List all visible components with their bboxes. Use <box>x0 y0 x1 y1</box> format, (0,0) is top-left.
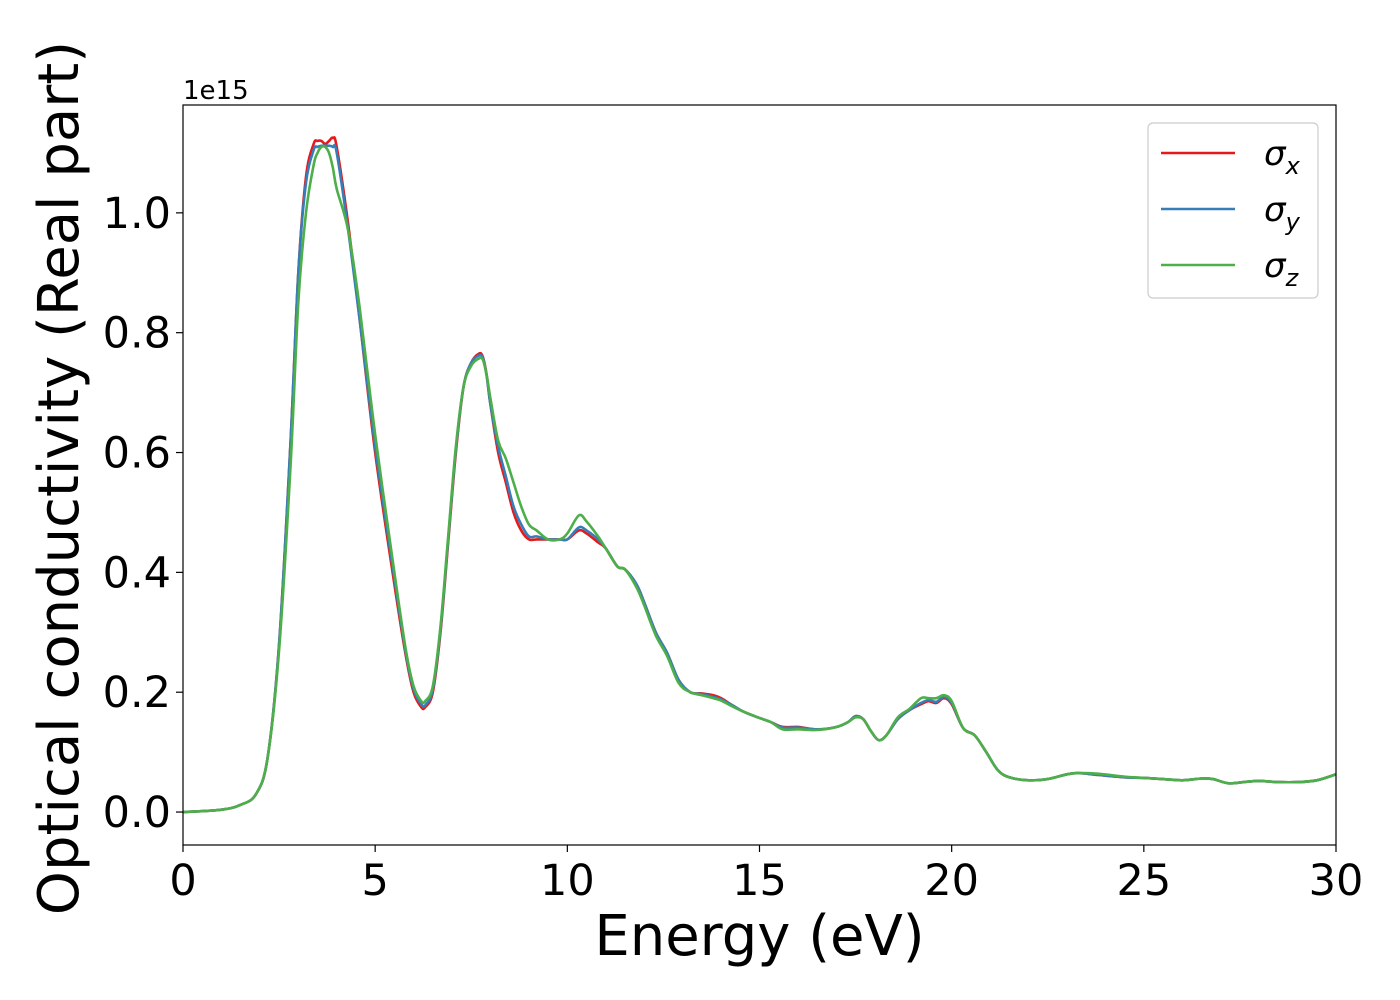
x-tick-label: 20 <box>924 856 979 906</box>
y-axis-label: Optical conductivity (Real part) <box>27 41 92 915</box>
y-tick-label: 0.4 <box>103 548 171 598</box>
legend: σx σy σz <box>1147 122 1319 299</box>
legend-box <box>1147 122 1319 299</box>
y-tick-label: 0.0 <box>103 788 171 838</box>
x-axis-label: Energy (eV) <box>594 904 924 969</box>
x-tick-label: 10 <box>540 856 595 906</box>
y-offset-text: 1e15 <box>183 76 249 106</box>
x-tick-label: 5 <box>361 856 388 906</box>
legend-label-x: σx <box>1264 134 1301 180</box>
y-tick-label: 0.8 <box>103 309 171 359</box>
legend-label-y: σy <box>1264 190 1301 236</box>
x-tick-label: 0 <box>169 856 196 906</box>
legend-label-z: σz <box>1264 246 1300 292</box>
y-axis: 0.0 0.2 0.4 0.6 0.8 1.0 <box>103 189 183 838</box>
x-axis: 0 5 10 15 20 25 30 <box>169 845 1363 906</box>
x-tick-label: 15 <box>732 856 787 906</box>
y-tick-label: 0.2 <box>103 668 171 718</box>
x-tick-label: 25 <box>1116 856 1171 906</box>
plot-series-group <box>183 136 1336 814</box>
series-line-z <box>183 144 1336 814</box>
y-tick-label: 1.0 <box>103 189 171 239</box>
x-tick-label: 30 <box>1309 856 1364 906</box>
y-tick-label: 0.6 <box>103 429 171 479</box>
